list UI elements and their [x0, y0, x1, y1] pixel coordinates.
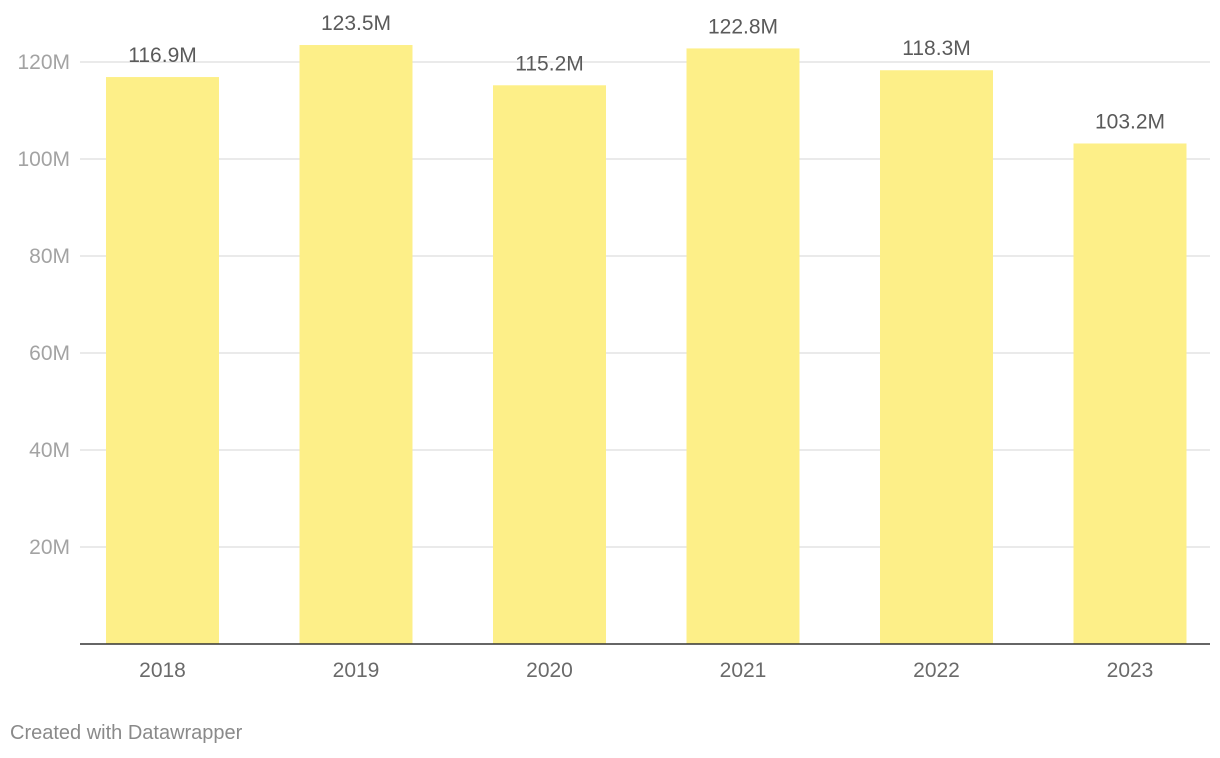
bar-value-label: 118.3M: [902, 37, 971, 60]
bar: [686, 48, 800, 645]
bar: [299, 45, 413, 644]
x-tick-label: 2023: [1107, 659, 1154, 682]
x-axis: 2018 2019 2020 2021 2022 2023: [139, 659, 1153, 682]
y-tick-label: 80M: [29, 245, 70, 268]
y-tick-label: 120M: [17, 51, 70, 74]
bar: [493, 85, 606, 644]
y-tick-label: 20M: [29, 536, 70, 559]
x-tick-label: 2021: [720, 659, 767, 682]
y-tick-label: 40M: [29, 439, 70, 462]
footer-credit: Created with Datawrapper: [10, 722, 243, 744]
bar-value-label: 122.8M: [708, 15, 778, 38]
x-tick-label: 2020: [526, 659, 573, 682]
bar-value-label: 123.5M: [321, 12, 391, 35]
x-tick-label: 2022: [913, 659, 960, 682]
x-tick-label: 2018: [139, 659, 186, 682]
value-labels: 116.9M 123.5M 115.2M 122.8M 118.3M 103.2M: [128, 12, 1165, 133]
bar-value-label: 115.2M: [515, 52, 584, 75]
gridlines: [80, 61, 1210, 548]
y-tick-label: 60M: [29, 342, 70, 365]
bar: [1073, 143, 1187, 645]
bar-value-label: 116.9M: [128, 44, 197, 67]
bar: [106, 77, 219, 644]
bar: [880, 70, 993, 645]
y-tick-label: 100M: [17, 148, 70, 171]
bars: [106, 45, 1187, 645]
x-tick-label: 2019: [333, 659, 380, 682]
bar-value-label: 103.2M: [1095, 110, 1165, 133]
y-axis: 20M 40M 60M 80M 100M 120M: [17, 51, 70, 559]
